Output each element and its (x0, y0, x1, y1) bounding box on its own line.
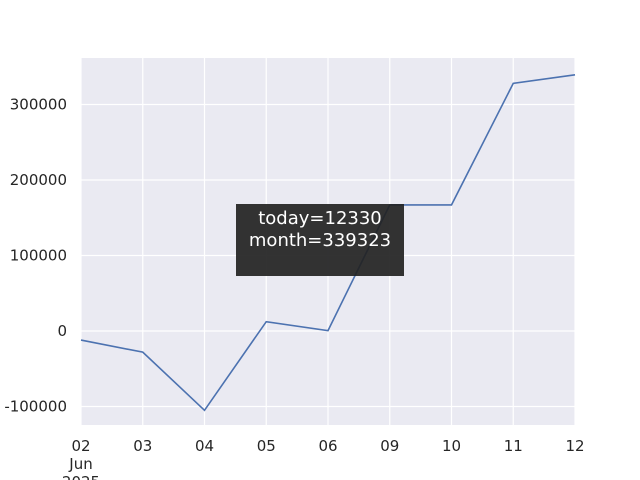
x-tick-label: 10 (442, 437, 461, 455)
y-tick-label: 200000 (10, 171, 67, 189)
tooltip-text: today=12330 (258, 208, 382, 229)
y-tick-label: 0 (57, 322, 67, 340)
data-line (80, 74, 576, 412)
tooltip-text: month=339323 (249, 230, 391, 251)
x-tick-label: 02Jun2025 (62, 437, 100, 480)
tooltip-box (236, 204, 404, 276)
x-tick-label: 03 (133, 437, 152, 455)
x-tick-label: 05 (257, 437, 276, 455)
x-tick-label: 12 (565, 437, 584, 455)
y-tick-label: -100000 (4, 398, 67, 416)
y-tick-label: 300000 (10, 96, 67, 114)
y-tick-label: 100000 (10, 247, 67, 265)
x-tick-label: 11 (504, 437, 523, 455)
x-tick-label: 09 (380, 437, 399, 455)
x-tick-label: 04 (195, 437, 214, 455)
x-tick-label: 06 (318, 437, 337, 455)
